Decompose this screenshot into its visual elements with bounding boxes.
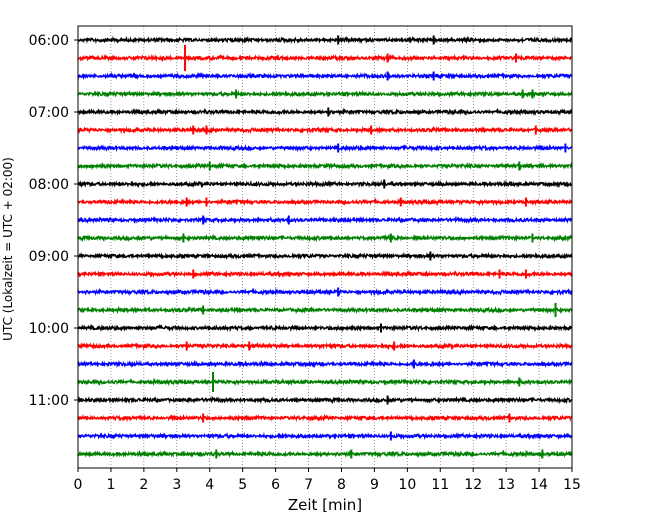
trace-line <box>77 197 573 207</box>
trace-line <box>77 287 573 297</box>
trace-row <box>77 45 573 71</box>
x-tick-label: 3 <box>172 477 181 493</box>
trace-line <box>77 71 573 81</box>
trace-line <box>77 161 573 171</box>
trace-line <box>77 233 573 243</box>
trace-line <box>77 35 573 45</box>
trace-line <box>77 395 573 405</box>
x-tick-label: 4 <box>205 477 214 493</box>
x-tick-label: 5 <box>238 477 247 493</box>
trace-line <box>77 449 573 459</box>
x-axis-ticks: 0 1 2 3 4 5 6 7 8 9 10 11 12 13 14 15 <box>74 468 581 493</box>
trace-row <box>77 372 573 392</box>
trace-line <box>77 269 573 279</box>
trace-line <box>77 431 573 441</box>
trace-row <box>77 35 573 45</box>
trace-row <box>77 233 573 243</box>
trace-row <box>77 179 573 189</box>
trace-row <box>77 341 573 351</box>
trace-line <box>77 53 573 63</box>
trace-line <box>77 107 573 117</box>
trace-line <box>77 413 573 423</box>
x-tick-label: 1 <box>106 477 115 493</box>
trace-row <box>77 215 573 225</box>
trace-row <box>77 143 573 153</box>
trace-line <box>77 305 573 315</box>
trace-line <box>77 215 573 225</box>
trace-row <box>77 449 573 459</box>
trace-row <box>77 269 573 279</box>
trace-row <box>77 107 573 117</box>
trace-line <box>77 341 573 351</box>
trace-row <box>77 431 573 441</box>
x-tick-label: 11 <box>431 477 449 493</box>
x-tick-label: 12 <box>464 477 482 493</box>
x-tick-label: 14 <box>530 477 548 493</box>
x-tick-label: 7 <box>304 477 313 493</box>
trace-row <box>77 303 573 317</box>
x-tick-label: 6 <box>271 477 280 493</box>
trace-row <box>77 323 573 333</box>
trace-line <box>77 143 573 153</box>
trace-line <box>77 179 573 189</box>
y-tick-label: 10:00 <box>29 321 69 337</box>
y-tick-label: 08:00 <box>29 177 69 193</box>
trace-row <box>77 287 573 297</box>
x-tick-label: 13 <box>497 477 515 493</box>
trace-row <box>77 395 573 405</box>
y-axis-label: UTC (Lokalzeit = UTC + 02:00) <box>1 157 15 341</box>
x-tick-label: 9 <box>370 477 379 493</box>
x-axis-label: Zeit [min] <box>288 496 362 514</box>
x-tick-label: 8 <box>337 477 346 493</box>
x-tick-label: 15 <box>563 477 581 493</box>
x-tick-label: 2 <box>139 477 148 493</box>
trace-row <box>77 161 573 171</box>
x-tick-label: 0 <box>74 477 83 493</box>
trace-line <box>77 89 573 98</box>
y-tick-label: 09:00 <box>29 249 69 265</box>
trace-row <box>77 359 573 369</box>
trace-line <box>77 359 573 369</box>
y-axis-ticks: 06:00 07:00 08:00 09:00 10:00 11:00 <box>29 33 78 409</box>
y-tick-label: 06:00 <box>29 33 69 49</box>
plot-frame <box>77 25 573 469</box>
y-tick-label: 11:00 <box>29 393 69 409</box>
trace-line <box>77 125 573 135</box>
trace-row <box>77 251 573 261</box>
trace-row <box>77 413 573 423</box>
seismic-traces <box>77 35 573 459</box>
y-tick-label: 07:00 <box>29 105 69 121</box>
trace-row <box>77 125 573 135</box>
trace-row <box>77 71 573 81</box>
trace-line <box>77 323 573 333</box>
trace-row <box>77 89 573 99</box>
x-tick-label: 10 <box>398 477 416 493</box>
trace-row <box>77 197 573 207</box>
trace-line <box>77 251 573 260</box>
trace-line <box>77 377 573 387</box>
